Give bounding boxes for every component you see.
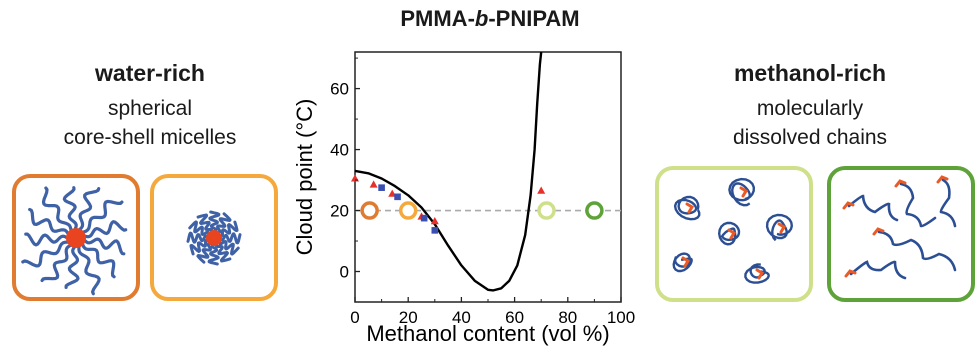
collapsed-coils-illustration bbox=[672, 177, 793, 284]
y-tick-label: 60 bbox=[330, 80, 349, 99]
figure-title-prefix: PMMA- bbox=[400, 6, 475, 31]
micelle-box-small bbox=[150, 174, 278, 301]
hydrophobic-end bbox=[727, 228, 737, 240]
collapsed-chain bbox=[744, 263, 770, 284]
hydrophobic-end bbox=[844, 269, 857, 278]
hydrophobic-end bbox=[936, 175, 949, 184]
polymer-chain bbox=[218, 232, 242, 245]
polymer-chain bbox=[208, 210, 221, 234]
data-point-square bbox=[431, 227, 439, 234]
collapsed-chain bbox=[673, 195, 701, 221]
polymer-chain bbox=[215, 212, 232, 235]
polymer-chain bbox=[186, 231, 210, 244]
hydrophobic-end bbox=[872, 227, 885, 236]
data-point-triangle bbox=[430, 217, 439, 225]
cloud-point-curve bbox=[355, 52, 543, 292]
extended-chains-illustration bbox=[842, 175, 957, 280]
data-point-triangle bbox=[369, 180, 378, 188]
polymer-chain bbox=[24, 232, 70, 247]
polymer-chain bbox=[188, 220, 211, 237]
polymer-chain bbox=[80, 241, 116, 279]
state-marker-ring bbox=[585, 201, 604, 220]
extended-chain bbox=[847, 194, 899, 222]
polymer-chain bbox=[207, 242, 220, 266]
figure-title: PMMA-b-PNIPAM bbox=[380, 6, 600, 32]
extended-chain bbox=[899, 182, 937, 228]
polymer-chain bbox=[21, 240, 71, 268]
polymer-chain bbox=[40, 243, 74, 283]
dissolved-box-partial bbox=[655, 166, 813, 302]
hydrophobic-end bbox=[681, 256, 691, 268]
polymer-chain bbox=[64, 244, 80, 289]
x-tick-label: 20 bbox=[399, 308, 418, 327]
extended-chain bbox=[939, 178, 957, 228]
y-tick-label: 20 bbox=[330, 202, 349, 221]
dissolved-box-full bbox=[827, 166, 975, 302]
right-panel-desc-line1: molecularly bbox=[756, 97, 864, 120]
hydrophobic-end bbox=[755, 268, 765, 280]
hydrophobic-end bbox=[894, 179, 907, 188]
x-axis-label: Methanol content (vol %) bbox=[366, 321, 609, 346]
micelle-small-illustration bbox=[186, 210, 242, 266]
collapsed-chain bbox=[765, 213, 793, 242]
data-point-triangle bbox=[388, 189, 397, 197]
right-panel-title: methanol-rich bbox=[733, 60, 887, 86]
extended-chain bbox=[849, 260, 907, 280]
x-tick-label: 40 bbox=[452, 308, 471, 327]
x-tick-label: 100 bbox=[607, 308, 635, 327]
polymer-chain bbox=[77, 243, 101, 296]
y-tick-label: 0 bbox=[340, 263, 349, 282]
plot-frame bbox=[354, 51, 622, 303]
polymer-chain bbox=[217, 239, 240, 256]
state-marker-ring bbox=[398, 201, 418, 220]
hydrophobic-end bbox=[842, 201, 855, 210]
hydrophobic-end bbox=[739, 186, 749, 198]
extended-chain bbox=[877, 230, 957, 272]
micelle-core bbox=[66, 228, 86, 248]
collapsed-chain bbox=[728, 177, 755, 207]
polymer-chain bbox=[196, 241, 213, 264]
left-panel-desc-line1: spherical bbox=[107, 97, 193, 120]
data-point-triangle bbox=[537, 186, 546, 194]
x-tick-label: 80 bbox=[558, 308, 577, 327]
polymer-chain bbox=[80, 199, 124, 235]
polymer-chain bbox=[62, 186, 78, 232]
right-panel-desc-line2: dissolved chains bbox=[732, 126, 888, 149]
figure-title-italic: b bbox=[474, 6, 489, 31]
x-tick-label: 60 bbox=[505, 308, 524, 327]
hydrophobic-end bbox=[777, 222, 787, 234]
polymer-chain bbox=[28, 207, 71, 237]
data-point-square bbox=[378, 184, 385, 191]
state-marker-ring bbox=[537, 201, 556, 220]
polymer-chain bbox=[41, 186, 73, 234]
micelle-core bbox=[206, 230, 222, 246]
polymer-chain bbox=[196, 213, 214, 235]
polymer-chain bbox=[76, 187, 101, 232]
y-axis-label: Cloud point (°C) bbox=[292, 99, 317, 256]
hydrophobic-end bbox=[685, 202, 695, 214]
left-panel-desc-line2: core-shell micelles bbox=[63, 126, 237, 149]
polymer-chain bbox=[214, 241, 232, 263]
collapsed-chain bbox=[672, 252, 693, 273]
micelle-box-large bbox=[12, 174, 140, 301]
left-panel-title: water-rich bbox=[95, 60, 205, 86]
collapsed-chain bbox=[718, 221, 741, 246]
polymer-chain bbox=[82, 220, 128, 239]
polymer-chain bbox=[82, 237, 126, 256]
micelle-large-illustration bbox=[21, 186, 128, 296]
figure-title-suffix: -PNIPAM bbox=[488, 6, 580, 31]
cloud-point-chart: 0 20 40 60 80 100 0 20 40 60 Methanol content (vo… bbox=[292, 51, 635, 346]
data-point-square bbox=[394, 193, 401, 201]
polymer-chain bbox=[217, 220, 239, 238]
data-point-square bbox=[420, 214, 428, 222]
x-tick-label: 0 bbox=[350, 308, 359, 327]
state-marker-ring bbox=[360, 201, 379, 220]
y-tick-label: 40 bbox=[330, 141, 349, 160]
polymer-chain bbox=[189, 238, 211, 256]
